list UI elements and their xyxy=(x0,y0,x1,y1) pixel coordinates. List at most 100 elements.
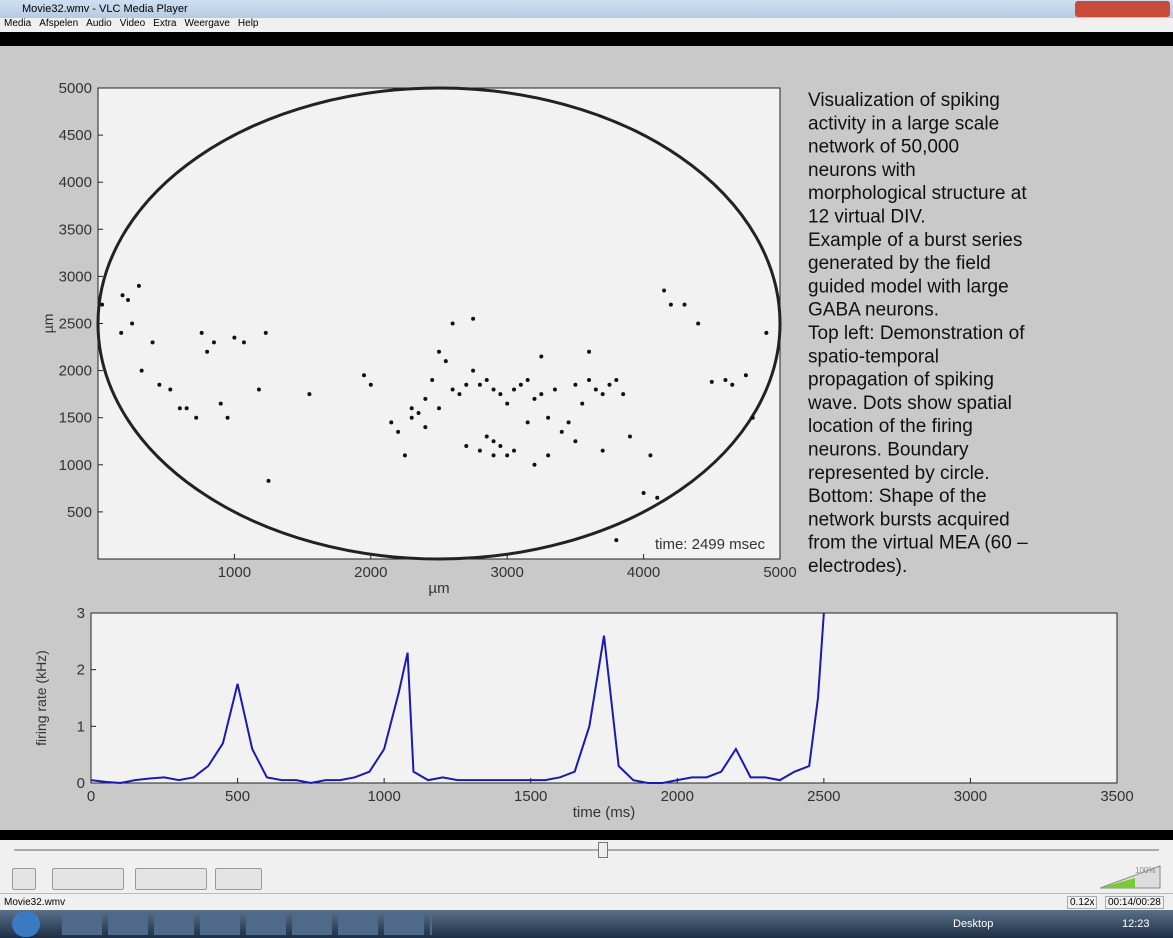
y-axis-label: µm xyxy=(40,314,56,334)
spike-dot xyxy=(580,402,584,406)
spike-dot xyxy=(601,392,605,396)
spike-dot xyxy=(410,406,414,410)
menu-item[interactable]: Video xyxy=(120,18,145,29)
window-buttons[interactable] xyxy=(1075,1,1170,17)
spike-dot xyxy=(126,298,130,302)
y-tick-label: 3500 xyxy=(59,221,92,238)
spike-dot xyxy=(492,439,496,443)
y-tick-label: 1 xyxy=(77,718,85,735)
spike-dot xyxy=(560,430,564,434)
x-tick-label: 3500 xyxy=(1100,788,1133,805)
spike-dot xyxy=(512,387,516,391)
description-line: spatio-temporal xyxy=(808,346,939,367)
description-line: wave. Dots show spatial xyxy=(807,393,1012,414)
spike-dot xyxy=(485,435,489,439)
description-line: Example of a burst series xyxy=(808,230,1022,251)
spike-dot xyxy=(242,340,246,344)
spike-dot xyxy=(264,331,268,335)
clock: 12:23 xyxy=(1122,918,1150,930)
spike-dot xyxy=(232,336,236,340)
spike-dot xyxy=(478,449,482,453)
spike-dot xyxy=(573,439,577,443)
playback-buttons[interactable] xyxy=(52,868,124,890)
title-bar: Movie32.wmv - VLC Media Player xyxy=(0,0,1173,18)
menu-item[interactable]: Media xyxy=(4,18,31,29)
spike-dot xyxy=(140,369,144,373)
spike-dot xyxy=(492,387,496,391)
play-button[interactable] xyxy=(12,868,36,890)
spike-dot xyxy=(451,322,455,326)
y-tick-label: 1000 xyxy=(59,457,92,474)
window-title: Movie32.wmv - VLC Media Player xyxy=(22,3,188,15)
screen: Movie32.wmv - VLC Media Player Media Afsp… xyxy=(0,0,1173,938)
x-axis-label: time (ms) xyxy=(573,804,636,821)
spike-dot xyxy=(219,402,223,406)
description-line: guided model with large xyxy=(808,276,1009,297)
y-tick-label: 500 xyxy=(67,504,92,521)
spike-dot xyxy=(423,425,427,429)
y-axis-label: firing rate (kHz) xyxy=(33,650,49,746)
x-tick-label: 500 xyxy=(225,788,250,805)
status-bar: Movie32.wmv 0.12x 00:14/00:28 xyxy=(0,893,1173,911)
spike-dot xyxy=(614,378,618,382)
spike-dot xyxy=(417,411,421,415)
spike-dot xyxy=(710,380,714,384)
spike-dot xyxy=(267,479,271,483)
spike-dot xyxy=(539,392,543,396)
spike-dot xyxy=(642,491,646,495)
x-tick-label: 2000 xyxy=(661,788,694,805)
spike-dot xyxy=(226,416,230,420)
y-tick-label: 2500 xyxy=(59,316,92,333)
spike-dot xyxy=(451,387,455,391)
menu-bar: Media Afspelen Audio Video Extra Weergave Help xyxy=(0,18,1173,32)
volume[interactable]: 100% xyxy=(1095,864,1165,890)
spike-dot xyxy=(621,392,625,396)
spike-dot xyxy=(212,340,216,344)
menu-item[interactable]: Weergave xyxy=(185,18,230,29)
view-buttons[interactable] xyxy=(135,868,207,890)
x-tick-label: 0 xyxy=(87,788,95,805)
menu-item[interactable]: Afspelen xyxy=(39,18,78,29)
seek-handle[interactable] xyxy=(598,842,608,858)
menu-item[interactable]: Audio xyxy=(86,18,112,29)
plot-area xyxy=(98,88,780,559)
taskbar-apps[interactable] xyxy=(62,913,432,935)
y-tick-label: 4500 xyxy=(59,127,92,144)
description-line: activity in a large scale xyxy=(808,113,999,134)
description-line: 12 virtual DIV. xyxy=(808,207,926,228)
spike-dot xyxy=(744,373,748,377)
description-line: network bursts acquired xyxy=(808,509,1010,530)
spike-dot xyxy=(505,402,509,406)
spike-dot xyxy=(648,453,652,457)
loop-buttons[interactable] xyxy=(215,868,262,890)
description-line: Bottom: Shape of the xyxy=(808,486,987,507)
spike-dot xyxy=(389,420,393,424)
spike-dot xyxy=(751,416,755,420)
spike-dot xyxy=(498,444,502,448)
spike-dot xyxy=(437,406,441,410)
description-line: GABA neurons. xyxy=(808,300,939,321)
menu-item[interactable]: Extra xyxy=(153,18,176,29)
seek-bar[interactable] xyxy=(14,849,1159,851)
description-line: from the virtual MEA (60 – xyxy=(808,533,1028,554)
speed[interactable]: 0.12x xyxy=(1067,896,1097,909)
spike-dot xyxy=(498,392,502,396)
spike-dot xyxy=(151,340,155,344)
description-line: represented by circle. xyxy=(808,463,990,484)
y-tick-label: 3000 xyxy=(59,268,92,285)
spike-dot xyxy=(683,303,687,307)
x-tick-label: 3000 xyxy=(491,564,524,581)
desktop-label[interactable]: Desktop xyxy=(953,918,993,930)
spike-dot xyxy=(553,387,557,391)
spike-dot xyxy=(655,496,659,500)
y-tick-label: 1500 xyxy=(59,410,92,427)
start-button[interactable] xyxy=(12,911,40,937)
spike-dot xyxy=(444,359,448,363)
spike-dot xyxy=(471,369,475,373)
menu-item[interactable]: Help xyxy=(238,18,259,29)
spike-dot xyxy=(526,420,530,424)
spike-dot xyxy=(121,293,125,297)
spike-dot xyxy=(512,449,516,453)
description-line: electrodes). xyxy=(808,556,907,577)
spike-dot xyxy=(669,303,673,307)
